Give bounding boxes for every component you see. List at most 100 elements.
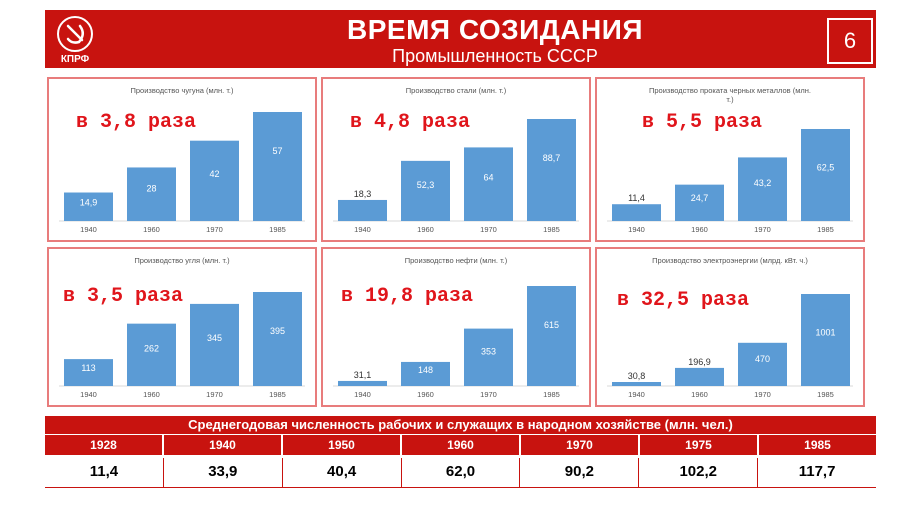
workforce-value: 102,2 — [639, 458, 759, 488]
workforce-year: 1985 — [759, 435, 876, 455]
workforce-values-row: 11,4 33,9 40,4 62,0 90,2 102,2 117,7 — [45, 458, 877, 488]
chart-title: Производство стали (млн. т.) — [406, 86, 507, 95]
workforce-value: 62,0 — [401, 458, 521, 488]
x-tick-label: 1960 — [691, 390, 708, 399]
chart-annotation: в 19,8 раза — [341, 285, 474, 308]
chart-rolled-metal: Производство проката черных металлов (мл… — [607, 86, 853, 234]
x-tick-label: 1970 — [206, 225, 223, 234]
x-tick-label: 1970 — [480, 390, 497, 399]
data-label: 64 — [483, 173, 493, 183]
x-tick-label: 1985 — [817, 390, 834, 399]
chart-panel-electricity: Производство электроэнергии (млрд. кВт. … — [595, 247, 865, 407]
data-label: 30,8 — [628, 371, 646, 381]
data-label: 615 — [544, 320, 559, 330]
data-label: 470 — [755, 354, 770, 364]
chart-cast-iron: Производство чугуна (млн. т.) 14,9 1940 28 1… — [59, 86, 305, 234]
x-tick-label: 1960 — [417, 390, 434, 399]
data-label: 62,5 — [817, 162, 835, 172]
bar — [190, 140, 239, 221]
chart-title: Производство угля (млн. т.) — [134, 256, 230, 265]
chart-title: Производство электроэнергии (млрд. кВт. … — [652, 256, 808, 265]
data-label: 52,3 — [417, 180, 435, 190]
bar — [64, 192, 113, 221]
bar — [675, 367, 724, 386]
x-tick-label: 1940 — [354, 390, 371, 399]
workforce-year: 1970 — [521, 435, 640, 455]
data-label: 14,9 — [80, 197, 98, 207]
data-label: 353 — [481, 346, 496, 356]
bar — [675, 184, 724, 221]
chart-oil: Производство нефти (млн. т.) 31,1 1940 148 1… — [333, 256, 579, 399]
chart-panel-oil: Производство нефти (млн. т.) 31,1 1940 148 1… — [321, 247, 591, 407]
workforce-years-row: 1928 1940 1950 1960 1970 1975 1985 — [45, 435, 876, 455]
chart-electricity: Производство электроэнергии (млрд. кВт. … — [607, 256, 853, 399]
x-tick-label: 1985 — [269, 225, 286, 234]
data-label: 42 — [209, 169, 219, 179]
bar — [401, 160, 450, 221]
data-label: 11,4 — [628, 193, 645, 203]
x-tick-label: 1940 — [80, 225, 97, 234]
bar — [612, 204, 661, 221]
workforce-value: 40,4 — [282, 458, 402, 488]
data-label: 57 — [272, 146, 282, 156]
x-tick-label: 1940 — [628, 390, 645, 399]
chart-annotation: в 5,5 раза — [642, 111, 763, 134]
x-tick-label: 1940 — [80, 390, 97, 399]
data-label: 31,1 — [354, 370, 372, 380]
bar — [64, 359, 113, 386]
logo-text: КПРФ — [61, 54, 90, 64]
workforce-year: 1975 — [640, 435, 759, 455]
bar — [253, 112, 302, 221]
chart-annotation: в 3,5 раза — [63, 285, 184, 308]
bar — [738, 342, 787, 386]
x-tick-label: 1985 — [269, 390, 286, 399]
chart-title: Производство проката черных металлов (мл… — [649, 86, 811, 104]
workforce-value: 90,2 — [520, 458, 640, 488]
data-label: 43,2 — [754, 178, 772, 188]
data-label: 88,7 — [543, 153, 561, 163]
x-tick-label: 1985 — [543, 390, 560, 399]
workforce-year: 1960 — [402, 435, 521, 455]
bar — [253, 292, 302, 386]
data-label: 28 — [146, 184, 156, 194]
page-number: 6 — [827, 18, 873, 64]
x-tick-label: 1985 — [543, 225, 560, 234]
bar — [527, 119, 576, 221]
bar — [612, 382, 661, 386]
data-label: 1001 — [815, 327, 835, 337]
x-tick-label: 1940 — [628, 225, 645, 234]
bar — [801, 129, 850, 221]
workforce-year: 1928 — [45, 435, 164, 455]
bar — [464, 328, 513, 386]
data-label: 148 — [418, 365, 433, 375]
chart-panel-steel: Производство стали (млн. т.) 18,3 1940 52,3… — [321, 77, 591, 242]
workforce-year: 1940 — [164, 435, 283, 455]
x-tick-label: 1960 — [691, 225, 708, 234]
x-tick-label: 1940 — [354, 225, 371, 234]
chart-title: Производство чугуна (млн. т.) — [130, 86, 234, 95]
data-label: 18,3 — [354, 189, 372, 199]
workforce-value: 117,7 — [758, 458, 877, 488]
chart-annotation: в 4,8 раза — [350, 111, 471, 134]
x-tick-label: 1970 — [754, 225, 771, 234]
x-tick-label: 1970 — [754, 390, 771, 399]
chart-steel: Производство стали (млн. т.) 18,3 1940 52,3… — [333, 86, 579, 234]
bar — [527, 286, 576, 386]
x-tick-label: 1970 — [206, 390, 223, 399]
chart-panel-rolled-metal: Производство проката черных металлов (мл… — [595, 77, 865, 242]
data-label: 345 — [207, 333, 222, 343]
bar — [401, 361, 450, 386]
x-tick-label: 1970 — [480, 225, 497, 234]
page-title: ВРЕМЯ СОЗИДАНИЯ — [347, 14, 643, 45]
bar — [190, 303, 239, 386]
workforce-year: 1950 — [283, 435, 402, 455]
bar — [127, 323, 176, 386]
chart-panel-coal: Производство угля (млн. т.) 113 1940 262 196… — [47, 247, 317, 407]
workforce-value: 33,9 — [163, 458, 283, 488]
data-label: 113 — [81, 363, 95, 373]
workforce-value: 11,4 — [45, 458, 164, 488]
chart-title: Производство нефти (млн. т.) — [405, 256, 508, 265]
kprf-logo: КПРФ — [52, 14, 98, 65]
bar — [338, 199, 387, 221]
bar — [801, 294, 850, 386]
